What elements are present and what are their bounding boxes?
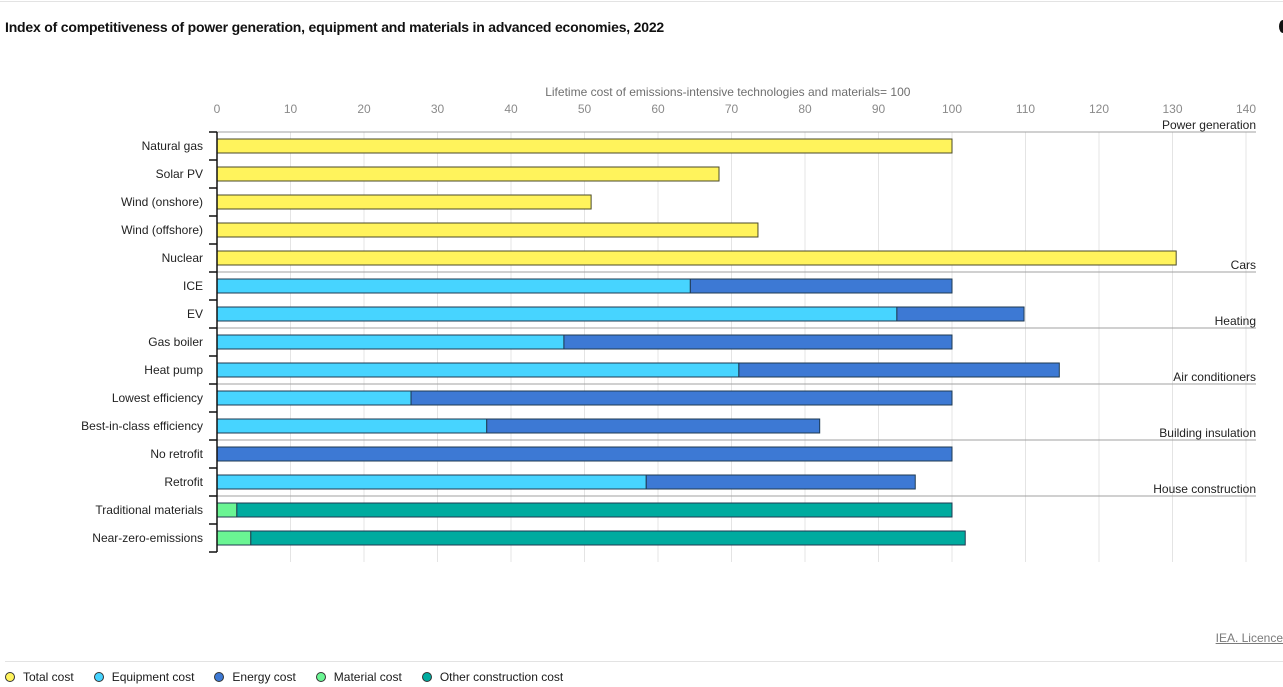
bar-total[interactable] <box>216 194 592 210</box>
category-label: Natural gas <box>142 139 203 153</box>
group-separators: Power generation Cars Heating Air condition… <box>217 118 1256 497</box>
x-tick-label: 90 <box>872 102 886 116</box>
bar-other[interactable] <box>236 502 953 518</box>
category-label: Wind (offshore) <box>121 223 203 237</box>
x-tick-label: 120 <box>1089 102 1109 116</box>
bar-equipment[interactable] <box>216 362 740 378</box>
legend-label: Other construction cost <box>439 670 564 684</box>
x-tick-label: 40 <box>504 102 518 116</box>
bar-energy[interactable] <box>216 446 953 462</box>
legend-item-equipment[interactable]: Equipment cost <box>93 670 195 684</box>
group-label: Cars <box>1231 258 1256 272</box>
category-label: Heat pump <box>144 363 203 377</box>
x-tick-label: 0 <box>214 102 221 116</box>
bar-energy[interactable] <box>563 334 953 350</box>
group-label: House construction <box>1153 482 1256 496</box>
bar-equipment[interactable] <box>216 390 412 406</box>
y-axis <box>209 131 218 553</box>
bar-energy[interactable] <box>738 362 1060 378</box>
x-tick-label: 50 <box>578 102 592 116</box>
group-label: Building insulation <box>1159 426 1256 440</box>
bar-energy[interactable] <box>410 390 953 406</box>
legend-swatch-icon <box>421 672 432 682</box>
bar-energy[interactable] <box>689 278 953 294</box>
bar-equipment[interactable] <box>216 334 565 350</box>
legend-swatch-icon <box>214 672 225 682</box>
bar-energy[interactable] <box>486 418 821 434</box>
bar-chart: 0 10 20 30 40 50 60 70 80 90 100 110 120 130 140 Lifet… <box>81 85 1257 562</box>
x-tick-label: 140 <box>1236 102 1256 116</box>
category-label: No retrofit <box>150 447 203 461</box>
group-label: Power generation <box>1162 118 1256 132</box>
category-label: Solar PV <box>156 167 203 181</box>
x-axis-ticks: 0 10 20 30 40 50 60 70 80 90 100 110 120 130 140 <box>214 102 1257 116</box>
top-divider <box>0 1 1283 2</box>
legend-swatch-icon <box>93 672 104 682</box>
bar-equipment[interactable] <box>216 418 488 434</box>
x-tick-label: 130 <box>1162 102 1182 116</box>
x-tick-label: 20 <box>357 102 371 116</box>
legend-item-energy[interactable]: Energy cost <box>214 670 296 684</box>
category-label: Best-in-class efficiency <box>81 419 203 433</box>
bar-energy[interactable] <box>896 306 1025 322</box>
legend-label: Equipment cost <box>111 670 195 684</box>
menu-icon[interactable] <box>1279 20 1283 33</box>
category-label: Gas boiler <box>148 335 203 349</box>
licence-link[interactable]: IEA. Licence <box>1215 631 1283 645</box>
x-tick-label: 80 <box>798 102 812 116</box>
legend-label: Material cost <box>333 670 402 684</box>
bar-total[interactable] <box>216 138 953 154</box>
x-tick-label: 30 <box>431 102 445 116</box>
x-tick-label: 70 <box>725 102 739 116</box>
category-label: Retrofit <box>164 475 203 489</box>
category-label: EV <box>187 307 203 321</box>
bar-material[interactable] <box>216 530 252 546</box>
category-label: Nuclear <box>162 251 203 265</box>
bars <box>216 138 1177 546</box>
x-tick-label: 10 <box>284 102 298 116</box>
bar-energy[interactable] <box>645 474 916 490</box>
legend-item-other[interactable]: Other construction cost <box>421 670 564 684</box>
bar-total[interactable] <box>216 166 720 182</box>
bar-material[interactable] <box>216 502 238 518</box>
bar-equipment[interactable] <box>216 474 647 490</box>
x-axis-title: Lifetime cost of emissions-intensive tec… <box>545 85 911 99</box>
bar-other[interactable] <box>250 530 966 546</box>
chart-title: Index of competitiveness of power genera… <box>5 19 665 35</box>
legend-swatch-icon <box>5 672 15 682</box>
x-tick-label: 100 <box>942 102 962 116</box>
legend-label: Total cost <box>23 670 74 684</box>
group-label: Heating <box>1215 314 1256 328</box>
legend-item-material[interactable]: Material cost <box>315 670 402 684</box>
category-label: Wind (onshore) <box>121 195 203 209</box>
category-label: ICE <box>183 279 203 293</box>
category-label: Near-zero-emissions <box>92 531 203 545</box>
x-tick-label: 110 <box>1016 102 1035 116</box>
group-label: Air conditioners <box>1173 370 1256 384</box>
bottom-divider <box>5 661 1283 662</box>
category-label: Lowest efficiency <box>112 391 203 405</box>
legend-item-total[interactable]: Total cost <box>5 670 74 684</box>
bar-equipment[interactable] <box>216 306 898 322</box>
x-tick-label: 60 <box>651 102 665 116</box>
bar-total[interactable] <box>216 250 1177 266</box>
bar-total[interactable] <box>216 222 759 238</box>
legend-swatch-icon <box>315 672 326 682</box>
legend-label: Energy cost <box>232 670 296 684</box>
category-labels: Natural gas Solar PV Wind (onshore) Wind (o… <box>81 139 203 545</box>
legend: Total cost Equipment cost Energy cost Mater… <box>5 670 563 684</box>
category-label: Traditional materials <box>95 503 203 517</box>
bar-equipment[interactable] <box>216 278 691 294</box>
